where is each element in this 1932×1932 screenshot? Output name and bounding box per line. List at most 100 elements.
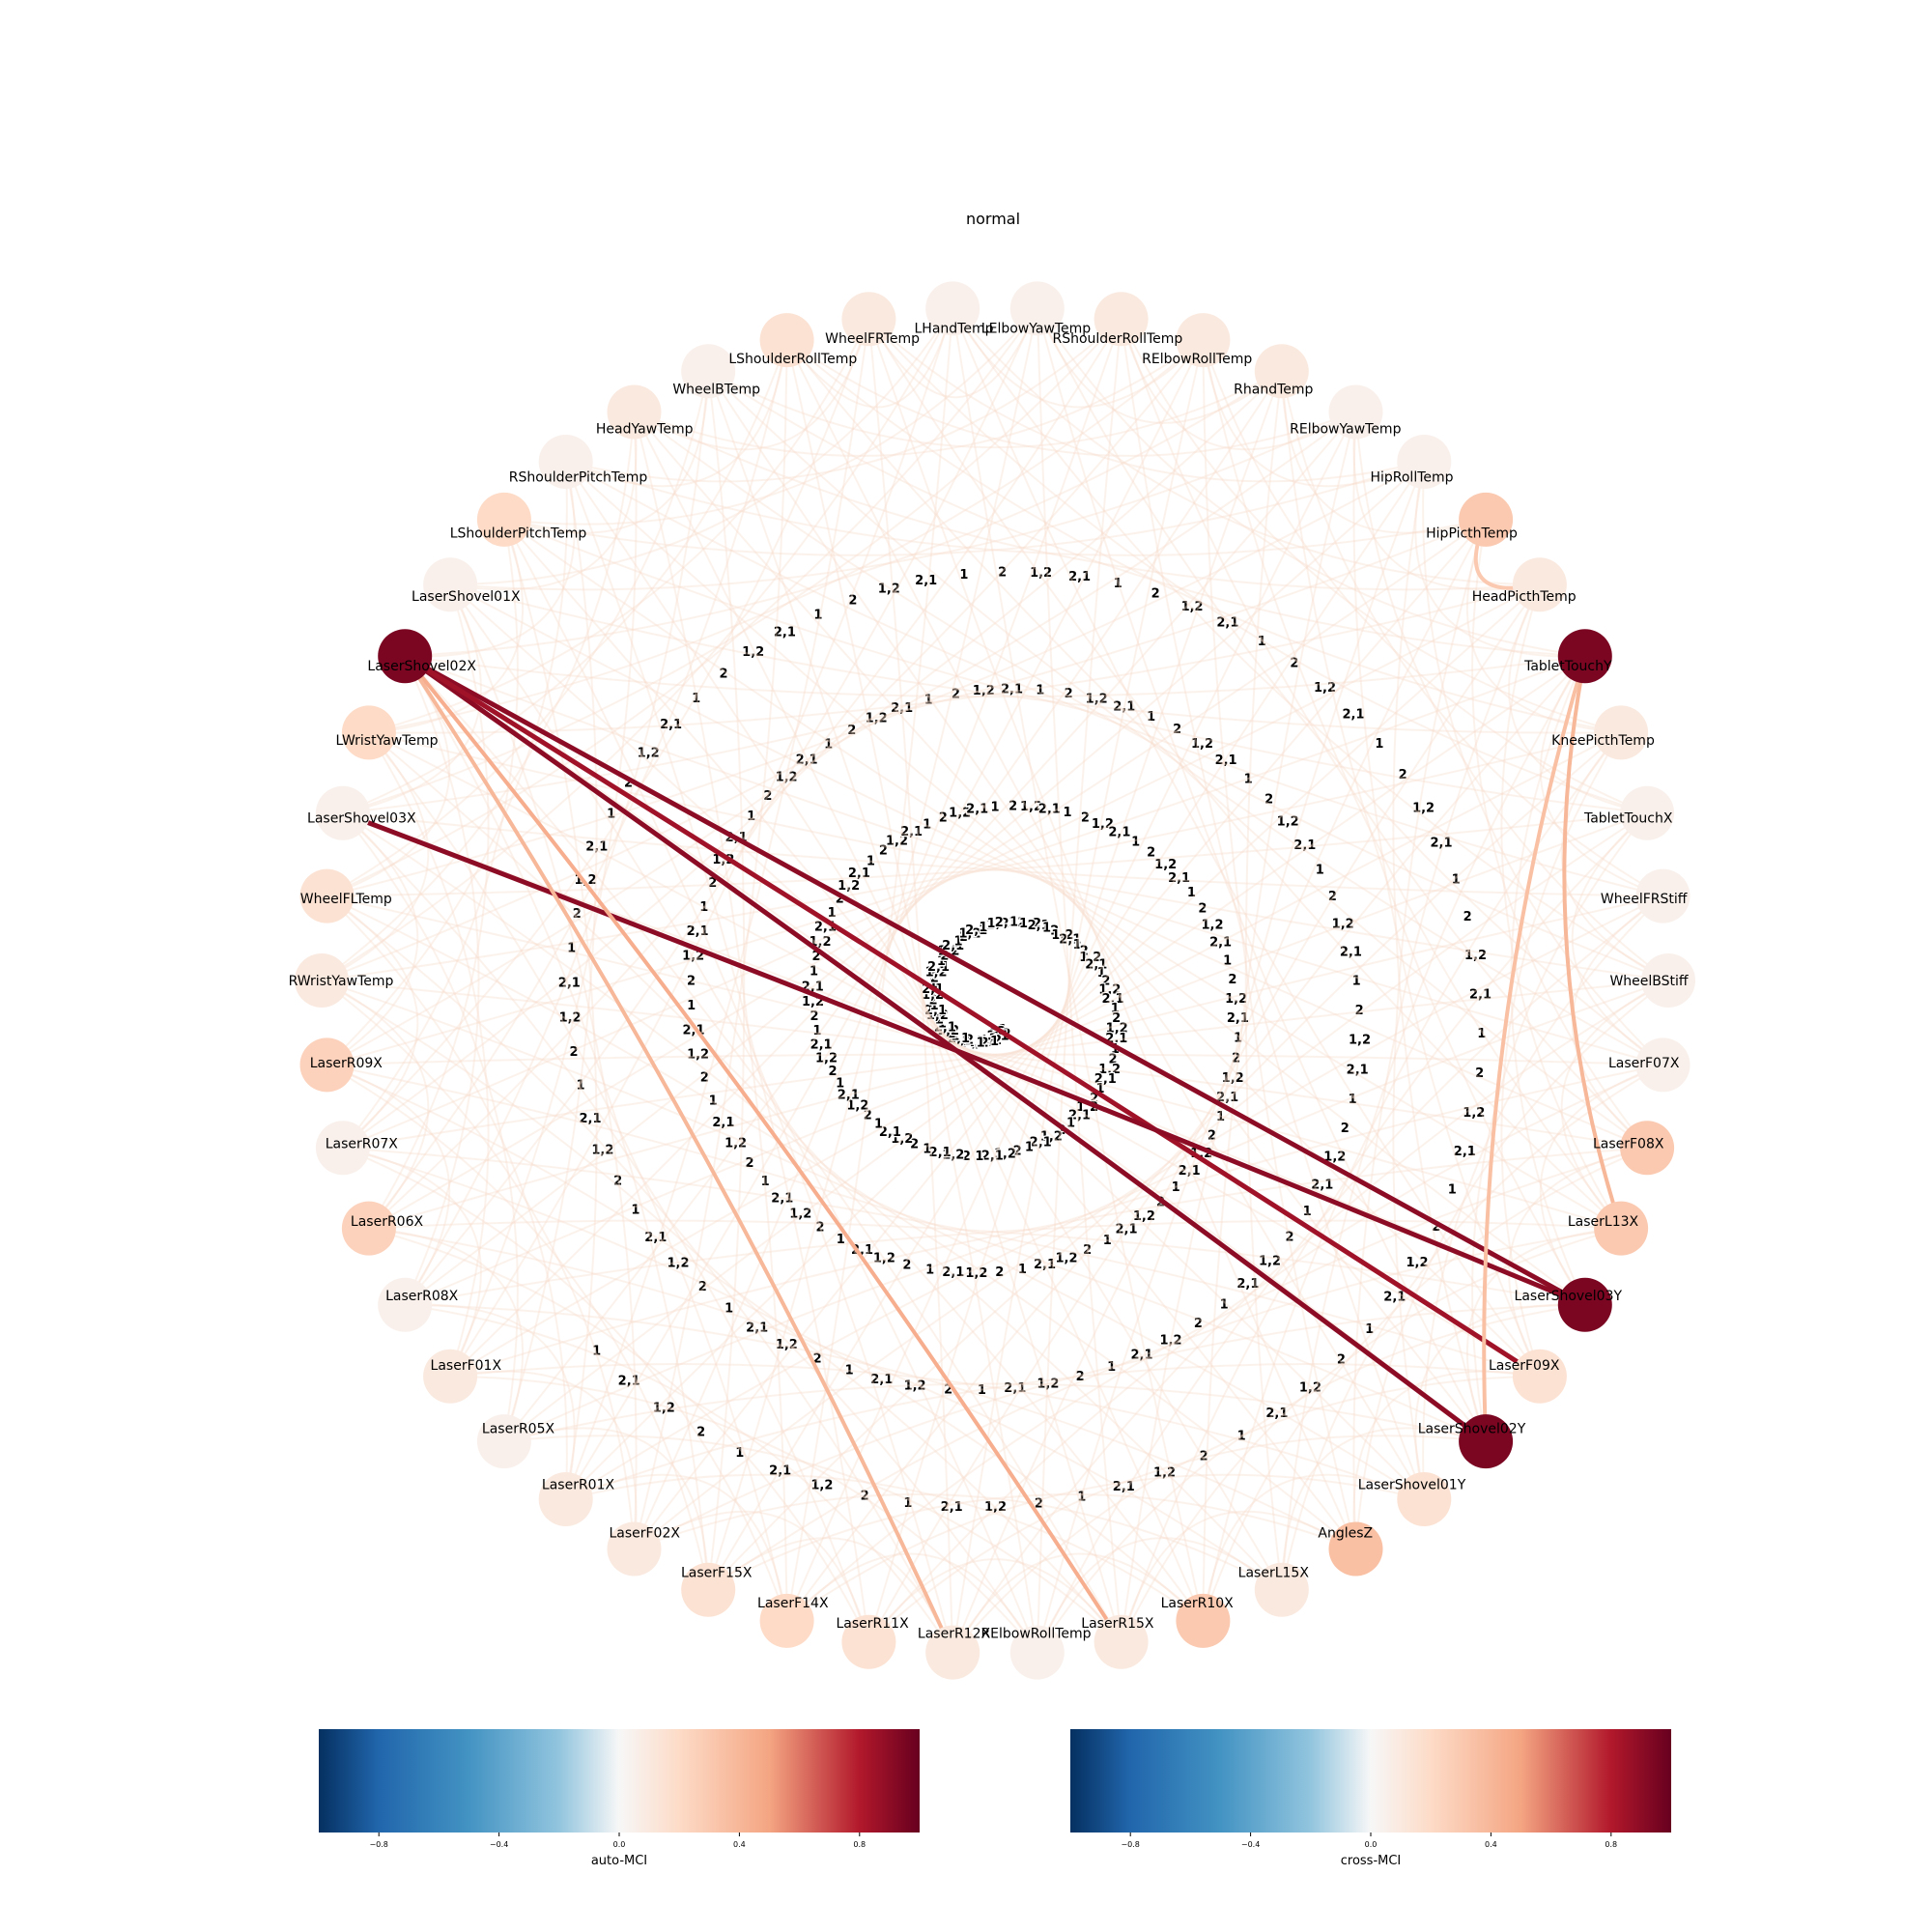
edge — [1508, 583, 1648, 814]
edge-lag-label: 2,1 — [1340, 946, 1362, 960]
node-label-lshoulder-roll-temp: LShoulderRollTemp — [728, 352, 857, 367]
edge-lag-label: 2 — [902, 1258, 911, 1272]
edge-lag-label: 1 — [1216, 1110, 1225, 1124]
edge — [327, 655, 1586, 1066]
network-graph: 121,22,1121,22,1121,22,1121,22,1121,22,1… — [289, 281, 1695, 1680]
edge — [1414, 461, 1585, 658]
edge — [327, 1064, 451, 1306]
edge-lag-label: 2,1 — [771, 1192, 793, 1207]
edge-lag-label: 1 — [1365, 1322, 1374, 1337]
edge — [565, 339, 788, 488]
edge — [564, 319, 870, 1500]
edge — [633, 519, 1487, 1550]
edge-lag-label: 2 — [1232, 1051, 1240, 1065]
edge-lag-label: 2 — [1057, 1123, 1065, 1138]
edge — [1392, 461, 1488, 1442]
edge — [952, 308, 1205, 1622]
edge — [565, 461, 1663, 897]
edge — [786, 339, 1356, 457]
edge — [342, 811, 1663, 897]
node-lwrist-yaw-temp — [341, 705, 396, 760]
node-label-hip-roll-temp: HipRollTemp — [1370, 469, 1453, 485]
edge-lag-label: 1,2 — [1222, 1071, 1244, 1086]
edge-lag-label: 2,1 — [810, 1038, 833, 1053]
edge-lag-label: 1 — [978, 1383, 986, 1398]
edge-lag-label: 1,2 — [776, 771, 798, 785]
edge-lag-label: 2,1 — [995, 916, 1017, 930]
edge-lag-label: 2 — [864, 1109, 872, 1123]
edge-lag-label: 1 — [1352, 975, 1361, 989]
edge-lag-label: 2,1 — [1101, 992, 1123, 1007]
edge-lag-label: 1 — [692, 692, 700, 706]
edge-lag-label: 1,2 — [1463, 1106, 1485, 1121]
edge — [327, 811, 1648, 897]
edge — [1036, 308, 1283, 424]
edge — [634, 339, 1204, 457]
edge-lag-label: 2 — [696, 1426, 705, 1440]
edge — [1422, 895, 1664, 1500]
edge — [952, 980, 1669, 1654]
node-laser-r09x — [299, 1037, 355, 1093]
colorbar-tick-label: 0.8 — [1605, 1840, 1617, 1849]
edge-lag-label: 2,1 — [1236, 1277, 1259, 1292]
edge-lag-label: 1,2 — [878, 582, 900, 597]
edge-lag-label: 1 — [1237, 1430, 1246, 1444]
edge-laser-shovel02x-to-laser-r12x — [403, 655, 955, 1654]
edge-lag-label: 1,2 — [1277, 814, 1299, 829]
edge-lag-label: 1,2 — [1051, 928, 1073, 943]
edge — [503, 370, 1283, 1442]
edge-lag-label: 1,2 — [958, 926, 980, 941]
node-label-relbow-roll-temp: RElbowRollTemp — [980, 1627, 1091, 1642]
edge — [342, 812, 519, 1442]
edge-lag-label: 1 — [923, 817, 931, 832]
edge — [342, 583, 1541, 1150]
edge-lag-label: 1,2 — [638, 747, 660, 761]
edge-lag-label: 1 — [1131, 835, 1140, 849]
edge-lag-label: 1,2 — [1098, 983, 1121, 998]
edge-lag-label: 1 — [1223, 953, 1232, 968]
edge-lag-label: 1,2 — [1040, 1130, 1063, 1145]
edge-lag-label: 1,2 — [815, 1052, 838, 1066]
edge-lag-label: 1 — [991, 1031, 1000, 1045]
edge — [564, 583, 1541, 1500]
edge-lag-label: 2 — [939, 811, 948, 826]
edge — [633, 412, 788, 1621]
edge-lag-label: 2 — [1264, 793, 1273, 808]
node-lelbow-yaw-temp — [1009, 281, 1065, 336]
edge — [327, 1064, 1122, 1643]
edge-lag-label: 2,1 — [942, 939, 964, 953]
edge — [368, 318, 1122, 1230]
edge-lag-label: 1,2 — [1098, 1063, 1121, 1077]
edge-lag-label: 1 — [925, 1263, 934, 1277]
edge-lag-label: 2 — [879, 844, 888, 859]
edge-lag-label: 1,2 — [1299, 1381, 1321, 1396]
edge — [450, 1375, 1038, 1654]
edge-lag-label: 1 — [979, 921, 987, 935]
edge-lag-label: 2,1 — [1293, 838, 1316, 853]
edge-lag-label: 2 — [962, 1150, 971, 1164]
edge-lag-label: 2 — [1090, 1092, 1098, 1106]
edge-lag-label: 1 — [699, 900, 708, 915]
node-tablet-touch-y — [1557, 629, 1612, 684]
edge-lag-label: 2 — [995, 1265, 1004, 1280]
edge-lag-label: 2 — [719, 668, 727, 682]
edge — [326, 811, 419, 1066]
edge-lag-label: 2 — [847, 724, 856, 738]
node-label-wheel-frstiff: WheelFRStiff — [1601, 892, 1688, 907]
edge-lag-label: 1 — [709, 1094, 718, 1108]
edge — [342, 518, 1487, 814]
edge-lag-label: 1 — [1018, 1263, 1027, 1277]
edge-lag-label: 2,1 — [1454, 1145, 1476, 1159]
edge-lag-label: 1,2 — [742, 645, 764, 660]
edge — [785, 339, 1622, 734]
edge — [342, 339, 788, 814]
edge — [503, 1435, 1122, 1643]
edge — [1202, 412, 1357, 1621]
edge — [368, 731, 1669, 981]
node-lhand-temp — [925, 281, 980, 336]
edge-lag-label: 2,1 — [963, 1037, 985, 1051]
edge-lag-label: 1,2 — [1406, 1256, 1428, 1270]
edge-lag-label: 2,1 — [941, 1500, 963, 1515]
edge — [867, 1435, 1487, 1643]
